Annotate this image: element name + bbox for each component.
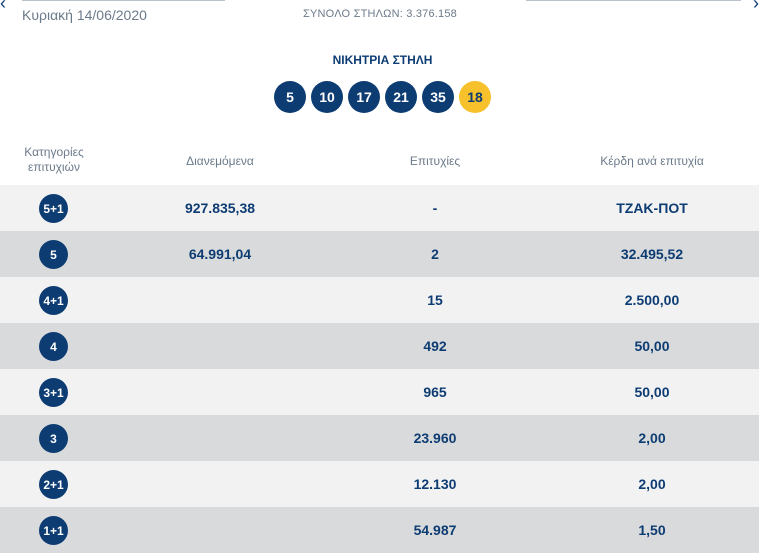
draw-date: Κυριακή 14/06/2020	[22, 7, 147, 23]
category-badge: 4+1	[39, 286, 68, 315]
prize-value: 2,00	[638, 476, 666, 492]
category-badge: 5	[39, 240, 68, 269]
chevron-right-icon[interactable]: ›	[753, 0, 759, 13]
draw-header: ‹ › Κυριακή 14/06/2020 ΣΥΝΟΛΟ ΣΤΗΛΩΝ: 3.…	[0, 0, 765, 30]
prize-value: 50,00	[634, 338, 670, 354]
number-ball: 5	[274, 81, 306, 113]
table-row: 2+1 12.130 2,00	[0, 461, 759, 507]
divider-left	[22, 0, 225, 1]
header-winners: Επιτυχίες	[409, 154, 461, 168]
winning-numbers: 5 10 17 21 35 18	[0, 81, 765, 113]
table-row: 5 64.991,04 2 32.495,52	[0, 231, 759, 277]
prize-value: 1,50	[638, 522, 666, 538]
table-header: Κατηγορίες επιτυχιών Διανεμόμενα Επιτυχί…	[0, 137, 759, 185]
prize-value: ΤΖΑΚ-ΠΟΤ	[616, 200, 688, 216]
category-badge: 4	[39, 332, 68, 361]
number-ball: 17	[348, 81, 380, 113]
winners-value: 23.960	[413, 430, 457, 446]
prize-value: 2,00	[638, 430, 666, 446]
page-edge	[759, 137, 765, 559]
category-badge: 1+1	[39, 516, 68, 545]
chevron-left-icon[interactable]: ‹	[0, 0, 6, 13]
prize-table: 5+1 927.835,38 - ΤΖΑΚ-ΠΟΤ 5 64.991,04 2 …	[0, 185, 759, 553]
category-badge: 3	[39, 424, 68, 453]
number-ball: 10	[311, 81, 343, 113]
table-row: 3+1 965 50,00	[0, 369, 759, 415]
distributed-value: 64.991,04	[188, 246, 252, 262]
winning-column-title: ΝΙΚΗΤΡΙΑ ΣΤΗΛΗ	[332, 53, 433, 67]
winners-value: 15	[427, 292, 443, 308]
prize-value: 50,00	[634, 384, 670, 400]
number-ball: 21	[385, 81, 417, 113]
category-badge: 5+1	[39, 194, 68, 223]
divider-right	[526, 0, 741, 1]
category-badge: 3+1	[39, 378, 68, 407]
header-prize: Κέρδη ανά επιτυχία	[600, 154, 704, 168]
header-category: Κατηγορίες επιτυχιών	[24, 145, 84, 174]
winners-value: -	[432, 200, 438, 216]
header-distributed: Διανεμόμενα	[186, 154, 254, 168]
winners-value: 965	[423, 384, 447, 400]
table-row: 1+1 54.987 1,50	[0, 507, 759, 553]
prize-value: 2.500,00	[624, 292, 680, 308]
total-columns: ΣΥΝΟΛΟ ΣΤΗΛΩΝ: 3.376.158	[303, 8, 457, 20]
joker-ball: 18	[459, 81, 491, 113]
prize-value: 32.495,52	[620, 246, 684, 262]
category-badge: 2+1	[39, 470, 68, 499]
table-row: 3 23.960 2,00	[0, 415, 759, 461]
winners-value: 12.130	[413, 476, 457, 492]
distributed-value: 927.835,38	[184, 200, 256, 216]
number-ball: 35	[422, 81, 454, 113]
table-row: 4 492 50,00	[0, 323, 759, 369]
table-row: 4+1 15 2.500,00	[0, 277, 759, 323]
table-row: 5+1 927.835,38 - ΤΖΑΚ-ΠΟΤ	[0, 185, 759, 231]
winners-value: 492	[423, 338, 447, 354]
winners-value: 2	[431, 246, 439, 262]
winners-value: 54.987	[413, 522, 457, 538]
